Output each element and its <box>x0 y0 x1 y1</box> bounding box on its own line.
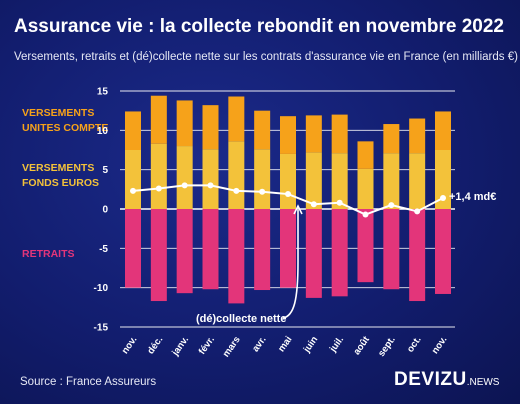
bar-unites-compte <box>409 118 426 154</box>
y-tick-label: 0 <box>102 205 108 216</box>
net-collecte-point <box>130 187 136 194</box>
net-collecte-point <box>414 208 421 215</box>
net-collecte-point <box>233 187 240 194</box>
legend-fe-line2: FONDS EUROS <box>22 177 100 189</box>
net-collecte-point <box>388 202 395 209</box>
brand-logo: DEVIZU.NEWS <box>394 369 499 391</box>
x-tick-label: janv. <box>170 334 192 358</box>
bar-retraits <box>357 209 374 283</box>
bar-retraits <box>150 209 167 302</box>
net-collecte-point <box>207 182 214 189</box>
legend-retraits-label: RETRAITS <box>22 248 75 260</box>
bar-retraits <box>305 209 322 298</box>
x-tick-label: juil. <box>327 334 346 355</box>
net-collecte-point <box>155 185 162 192</box>
legend-uc-line1: VERSEMENTS <box>22 107 95 119</box>
x-tick-label: mai <box>276 334 294 354</box>
source-note: Source : France Assureurs <box>20 376 157 388</box>
bar-fonds-euros <box>176 146 193 209</box>
legend-uc-line2: UNITES COMPTE <box>22 122 109 134</box>
bar-fonds-euros <box>409 153 426 209</box>
x-tick-label: mars <box>221 334 243 359</box>
bar-fonds-euros <box>280 153 296 209</box>
bar-retraits <box>202 209 219 290</box>
y-tick-label: -10 <box>94 283 109 294</box>
x-tick-label: avr. <box>250 334 268 354</box>
net-collecte-point <box>259 188 266 195</box>
x-tick-label: juin <box>301 334 320 355</box>
bar-unites-compte <box>383 124 400 154</box>
net-collecte-point <box>362 211 369 218</box>
bar-unites-compte <box>254 110 271 150</box>
bar-unites-compte <box>357 141 374 169</box>
bar-fonds-euros <box>383 153 400 209</box>
y-tick-label: 15 <box>97 87 109 98</box>
line-layer <box>130 182 446 218</box>
annotation-arrow-head <box>293 204 303 215</box>
chart-subtitle: Versements, retraits et (dé)collecte net… <box>14 51 518 63</box>
bar-retraits <box>331 209 348 297</box>
bar-unites-compte <box>125 111 141 150</box>
annotation-arrow <box>282 210 299 319</box>
bar-unites-compte <box>435 111 451 150</box>
x-tick-label: févr. <box>197 334 217 356</box>
net-collecte-point <box>336 199 343 206</box>
bar-retraits <box>228 209 245 304</box>
bar-unites-compte <box>176 100 193 147</box>
bar-retraits <box>125 209 141 288</box>
y-tick-label: -5 <box>99 244 108 255</box>
bar-fonds-euros <box>150 143 167 209</box>
x-tick-label: nov. <box>120 334 140 356</box>
net-collecte-point <box>310 201 317 208</box>
x-tick-label: oct. <box>405 334 424 354</box>
bar-fonds-euros <box>202 149 219 209</box>
net-collecte-point <box>440 194 446 201</box>
bar-fonds-euros <box>228 141 245 209</box>
y-tick-label: 5 <box>102 165 108 176</box>
x-tick-label: sept. <box>376 334 398 358</box>
x-tick-label: août <box>351 334 372 357</box>
x-tick-label: déc. <box>145 334 165 356</box>
bar-fonds-euros <box>125 150 141 209</box>
bar-layer <box>125 95 451 304</box>
bar-retraits <box>280 209 296 288</box>
bar-retraits <box>254 209 271 291</box>
legend-fe-line1: VERSEMENTS <box>22 162 95 174</box>
y-tick-label: 10 <box>97 126 109 137</box>
bar-unites-compte <box>228 96 245 142</box>
legend-unites-compte: VERSEMENTS UNITES COMPTE <box>22 106 108 136</box>
brand-suffix: .NEWS <box>466 377 500 388</box>
bar-unites-compte <box>280 116 296 154</box>
bar-retraits <box>409 209 426 302</box>
bar-fonds-euros <box>254 149 271 209</box>
bar-unites-compte <box>150 95 167 144</box>
bar-unites-compte <box>331 114 348 154</box>
bar-fonds-euros <box>435 150 451 209</box>
bar-retraits <box>435 209 451 294</box>
bar-retraits <box>383 209 400 290</box>
net-collecte-point <box>181 182 188 189</box>
bar-fonds-euros <box>305 152 322 209</box>
net-collecte-point <box>285 191 291 198</box>
bar-unites-compte <box>305 115 322 153</box>
last-value-annotation: +1,4 md€ <box>449 191 496 203</box>
legend-fonds-euros: VERSEMENTS FONDS EUROS <box>22 161 99 191</box>
bar-fonds-euros <box>357 168 374 209</box>
line-annotation: (dé)collecte nette <box>196 313 286 325</box>
bar-fonds-euros <box>331 153 348 209</box>
brand-name: DEVIZU <box>394 369 467 390</box>
x-tick-label: nov. <box>430 334 450 356</box>
chart-title: Assurance vie : la collecte rebondit en … <box>14 16 504 37</box>
bar-unites-compte <box>202 105 219 150</box>
bar-retraits <box>176 209 193 294</box>
y-tick-label: -15 <box>94 323 109 334</box>
legend-retraits: RETRAITS <box>22 247 75 262</box>
